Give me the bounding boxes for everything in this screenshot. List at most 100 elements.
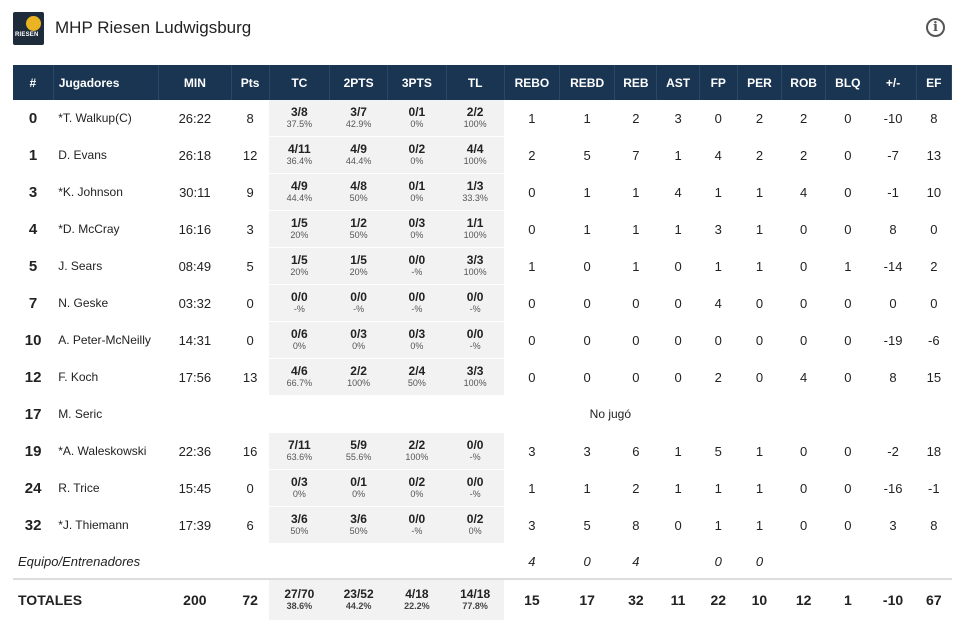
- player-tl-made-attempted: 3/3: [466, 364, 484, 378]
- equipo-per: 0: [737, 543, 782, 580]
- player-row: 4 *D. McCray 16:16 3 1/5 20% 1/2 50% 0/3 0% 1/1 100…: [13, 210, 952, 248]
- player-3pts: 0/1 0%: [387, 173, 447, 211]
- player-name[interactable]: A. Peter-McNeilly: [53, 321, 159, 359]
- player-name[interactable]: R. Trice: [53, 469, 159, 507]
- player-name[interactable]: *D. McCray: [53, 210, 159, 248]
- player-tc-percentage: 44.4%: [286, 193, 313, 203]
- player-blq: 0: [825, 358, 870, 396]
- col-per[interactable]: PER: [737, 65, 783, 100]
- col-num[interactable]: #: [13, 65, 54, 100]
- player-tl-made-attempted: 0/0: [466, 290, 484, 304]
- player-name[interactable]: *J. Thiemann: [53, 506, 159, 544]
- player-reb: 0: [614, 358, 657, 396]
- info-icon[interactable]: i: [926, 18, 945, 37]
- player-name[interactable]: *T. Walkup(C): [53, 100, 159, 137]
- equipo-fp: 0: [699, 543, 738, 580]
- player-name[interactable]: J. Sears: [53, 247, 159, 285]
- totals-plus-minus: -10: [869, 578, 917, 621]
- player-rob: 0: [781, 284, 826, 322]
- player-tl-made-attempted: 0/2: [466, 512, 484, 526]
- player-ef: -1: [916, 469, 952, 507]
- player-tc: 3/6 50%: [269, 506, 330, 544]
- player-tl-made-attempted: 0/0: [466, 475, 484, 489]
- player-ast: 0: [656, 506, 700, 544]
- player-tl-percentage: 100%: [463, 378, 487, 388]
- player-tl-percentage: -%: [469, 489, 481, 499]
- player-2pts-made-attempted: 4/9: [350, 142, 367, 156]
- player-blq: 1: [825, 247, 870, 285]
- player-ef: -6: [916, 321, 952, 359]
- player-name[interactable]: *K. Johnson: [53, 173, 159, 211]
- col-plus-minus[interactable]: +/-: [869, 65, 917, 100]
- player-plus-minus: -10: [869, 100, 917, 137]
- player-rob: 0: [781, 210, 826, 248]
- player-tc-percentage: -%: [293, 304, 305, 314]
- player-rebd: 0: [559, 284, 615, 322]
- player-row: 0 *T. Walkup(C) 26:22 8 3/8 37.5% 3/7 42.9% 0/1 0…: [13, 100, 952, 137]
- col-min[interactable]: MIN: [158, 65, 232, 100]
- player-fp: 0: [699, 321, 738, 359]
- col-fp[interactable]: FP: [699, 65, 738, 100]
- player-ef: 18: [916, 432, 952, 470]
- player-min: 26:22: [158, 100, 232, 137]
- player-rob: 2: [781, 136, 826, 174]
- player-name[interactable]: D. Evans: [53, 136, 159, 174]
- player-name[interactable]: N. Geske: [53, 284, 159, 322]
- col-ef[interactable]: EF: [916, 65, 953, 100]
- player-name[interactable]: M. Seric: [53, 395, 159, 433]
- totals-reb: 32: [614, 578, 657, 621]
- col-pts[interactable]: Pts: [231, 65, 270, 100]
- player-3pts: 0/2 0%: [387, 469, 447, 507]
- player-2pts-percentage: 55.6%: [345, 452, 372, 462]
- player-plus-minus: 3: [869, 506, 917, 544]
- player-ast: 0: [656, 247, 700, 285]
- player-row: 1 D. Evans 26:18 12 4/11 36.4% 4/9 44.4% 0/2 0% 4/…: [13, 136, 952, 174]
- player-ast: 1: [656, 210, 700, 248]
- player-tl-percentage: 100%: [463, 119, 487, 129]
- player-2pts-made-attempted: 1/5: [350, 253, 367, 267]
- player-name[interactable]: F. Koch: [53, 358, 159, 396]
- col-reb[interactable]: REB: [614, 65, 658, 100]
- player-3pts-made-attempted: 2/2: [408, 438, 426, 452]
- player-name[interactable]: *A. Waleskowski: [53, 432, 159, 470]
- col-rebd[interactable]: REBD: [559, 65, 616, 100]
- player-tc-made-attempted: 4/11: [287, 142, 311, 156]
- col-blq[interactable]: BLQ: [825, 65, 871, 100]
- player-tc-made-attempted: 1/5: [291, 216, 308, 230]
- player-tl-percentage: -%: [469, 341, 481, 351]
- player-per: 2: [737, 100, 782, 137]
- player-tc: 0/6 0%: [269, 321, 330, 359]
- col-ast[interactable]: AST: [656, 65, 700, 100]
- player-ef: 8: [916, 100, 952, 137]
- player-ef: 8: [916, 506, 952, 544]
- player-tc-made-attempted: 4/6: [291, 364, 308, 378]
- player-reb: 6: [614, 432, 657, 470]
- totals-min: 200: [158, 578, 232, 621]
- player-number: 24: [13, 469, 54, 507]
- player-fp: 2: [699, 358, 738, 396]
- col-jugadores[interactable]: Jugadores: [53, 65, 160, 100]
- player-2pts-percentage: 100%: [347, 378, 371, 388]
- player-reb: 0: [614, 321, 657, 359]
- player-ast: 1: [656, 136, 700, 174]
- player-ef: 15: [916, 358, 952, 396]
- player-3pts-made-attempted: 0/0: [408, 512, 426, 526]
- player-min: 30:11: [158, 173, 232, 211]
- player-row: 10 A. Peter-McNeilly 14:31 0 0/6 0% 0/3 0% 0/3 0%…: [13, 321, 952, 359]
- col-2pts[interactable]: 2PTS: [329, 65, 389, 100]
- col-3pts[interactable]: 3PTS: [387, 65, 447, 100]
- player-ef: 10: [916, 173, 952, 211]
- player-3pts: 0/0 -%: [387, 284, 447, 322]
- totals-per: 10: [737, 578, 782, 621]
- player-3pts: 0/1 0%: [387, 100, 447, 137]
- col-tc[interactable]: TC: [269, 65, 330, 100]
- player-rob: 4: [781, 173, 826, 211]
- col-rob[interactable]: ROB: [781, 65, 827, 100]
- col-rebo[interactable]: REBO: [504, 65, 561, 100]
- player-number: 10: [13, 321, 54, 359]
- player-2pts-percentage: 50%: [349, 193, 368, 203]
- totals-ef: 67: [916, 578, 952, 621]
- player-row: 17 M. Seric No jugó: [13, 395, 952, 433]
- col-tl[interactable]: TL: [446, 65, 505, 100]
- player-tl-made-attempted: 0/0: [466, 327, 484, 341]
